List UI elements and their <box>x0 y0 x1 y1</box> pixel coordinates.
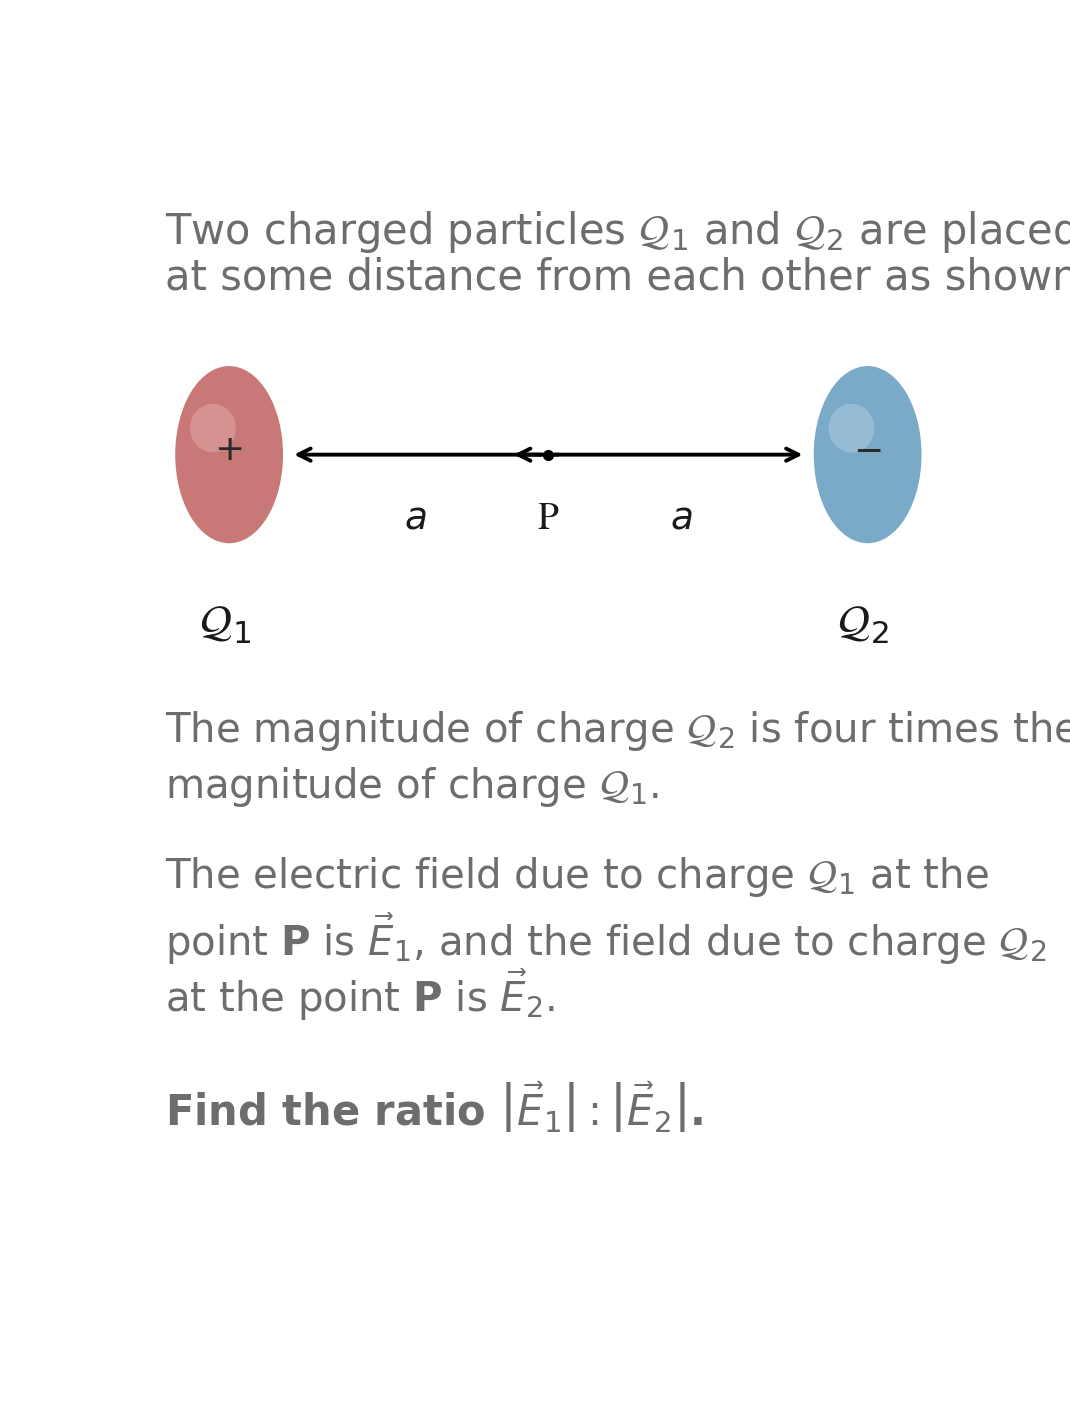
Text: magnitude of charge $\mathcal{Q}_1$.: magnitude of charge $\mathcal{Q}_1$. <box>165 765 659 808</box>
Text: $a$: $a$ <box>670 502 692 537</box>
Text: Find the ratio $\left|\vec{E}_1\right| : \left|\vec{E}_2\right|$.: Find the ratio $\left|\vec{E}_1\right| :… <box>165 1079 704 1135</box>
Text: at the point $\mathbf{P}$ is $\vec{E}_2$.: at the point $\mathbf{P}$ is $\vec{E}_2$… <box>165 967 555 1023</box>
Text: $\mathcal{Q}_1$: $\mathcal{Q}_1$ <box>199 603 251 645</box>
Text: The electric field due to charge $\mathcal{Q}_1$ at the: The electric field due to charge $\mathc… <box>165 854 989 898</box>
Text: +: + <box>214 434 244 467</box>
Ellipse shape <box>814 366 921 543</box>
Text: $a$: $a$ <box>404 502 427 537</box>
Ellipse shape <box>175 366 282 543</box>
Ellipse shape <box>828 404 874 452</box>
Text: Two charged particles $\mathcal{Q}_1$ and $\mathcal{Q}_2$ are placed: Two charged particles $\mathcal{Q}_1$ an… <box>165 209 1070 255</box>
Text: P: P <box>538 502 559 537</box>
Text: $-$: $-$ <box>854 434 882 467</box>
Text: $\mathcal{Q}_2$: $\mathcal{Q}_2$ <box>838 603 889 645</box>
Text: point $\mathbf{P}$ is $\vec{E}_1$, and the field due to charge $\mathcal{Q}_2$: point $\mathbf{P}$ is $\vec{E}_1$, and t… <box>165 911 1046 967</box>
Text: at some distance from each other as shown.: at some distance from each other as show… <box>165 257 1070 299</box>
Text: The magnitude of charge $\mathcal{Q}_2$ is four times the: The magnitude of charge $\mathcal{Q}_2$ … <box>165 709 1070 752</box>
Ellipse shape <box>190 404 235 452</box>
